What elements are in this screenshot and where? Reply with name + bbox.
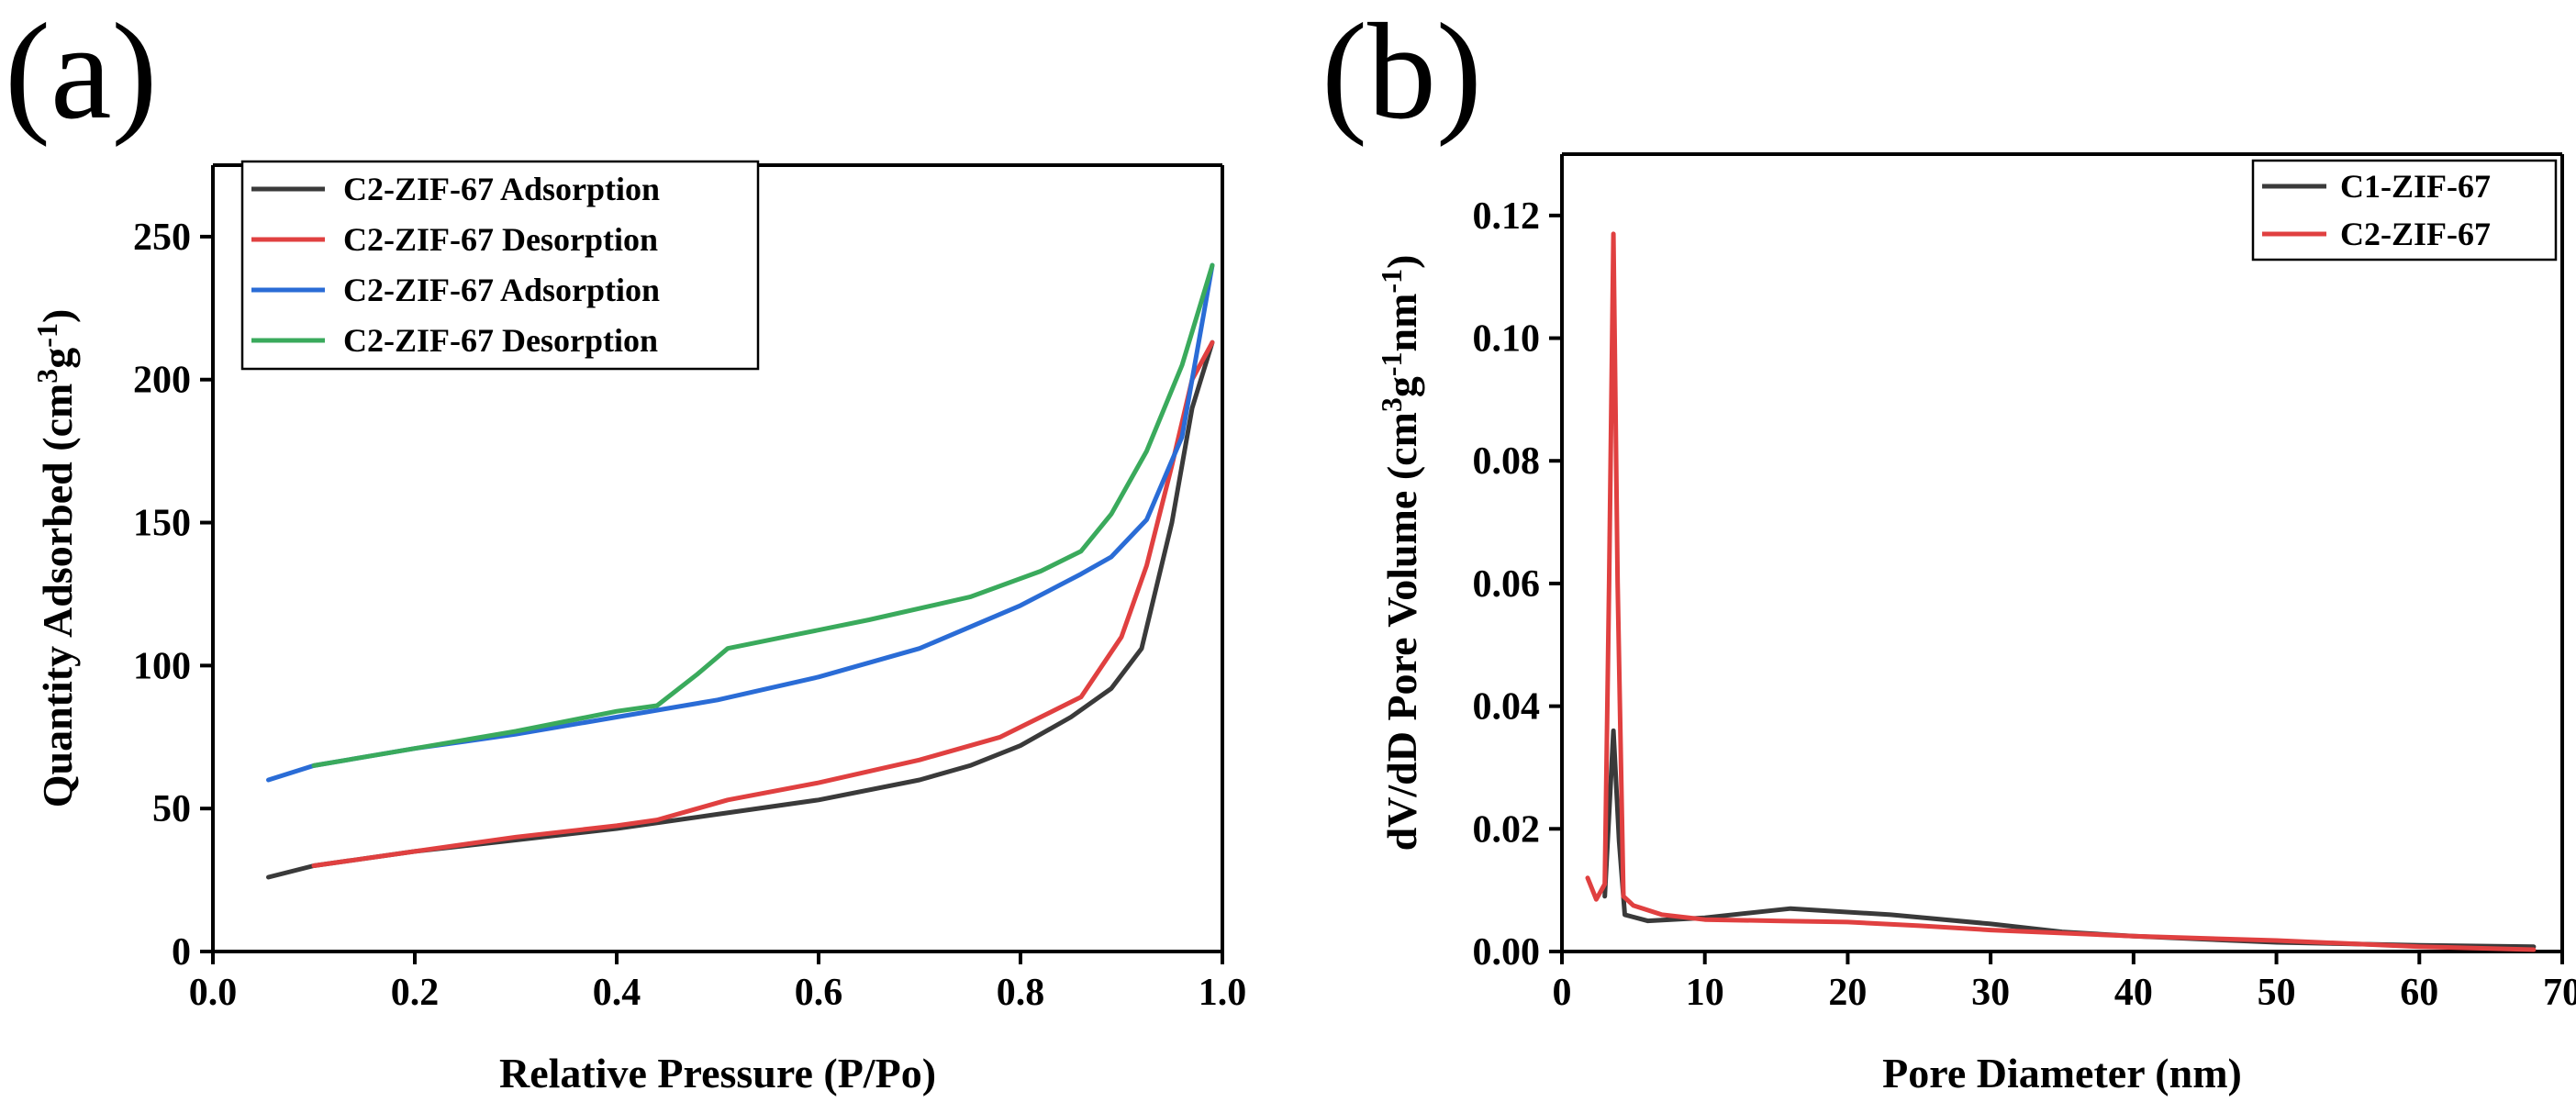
y-tick-label: 150: [133, 503, 191, 545]
y-tick-label: 100: [133, 645, 191, 687]
panel-a-label: (a): [5, 0, 157, 148]
panel-b-y-axis-title-superscript: -1: [1375, 269, 1408, 294]
panel-a-y-axis-title-superscript: -1: [30, 323, 63, 348]
panel-b-y-axis-title-part: g: [1378, 376, 1425, 397]
x-tick-label: 20: [1828, 972, 1867, 1014]
y-tick-label: 0: [172, 931, 191, 974]
legend-label: C2-ZIF-67 Desorption: [343, 221, 658, 258]
panel-b-y-axis-title-part: nm: [1378, 294, 1425, 352]
y-tick-label: 50: [152, 788, 191, 830]
y-tick-label: 0.08: [1473, 440, 1541, 483]
x-tick-label: 10: [1686, 972, 1724, 1014]
panel-a-y-axis-title-part: Quantity Adsorbed (cm: [34, 384, 81, 808]
panel-b-x-axis-title: Pore Diameter (nm): [1882, 1050, 2242, 1096]
panel-b-y-axis-title: dV/dD Pore Volume (cm3g-1nm-1): [1375, 255, 1425, 851]
x-tick-label: 50: [2258, 972, 2296, 1014]
legend-label: C2-ZIF-67 Adsorption: [343, 272, 660, 308]
x-tick-label: 0.4: [593, 972, 641, 1014]
y-tick-label: 0.02: [1473, 808, 1541, 851]
y-tick-label: 0.00: [1473, 931, 1541, 974]
y-tick-label: 250: [133, 217, 191, 259]
panel-b-y-axis-title-superscript: -1: [1375, 351, 1408, 376]
panel-b-y-axis-title-superscript: 3: [1375, 397, 1408, 412]
legend-label: C1-ZIF-67: [2340, 168, 2491, 205]
x-tick-label: 30: [1971, 972, 2010, 1014]
panel-b-y-axis-title-part: dV/dD Pore Volume (cm: [1378, 412, 1425, 851]
legend-label: C2-ZIF-67 Desorption: [343, 322, 658, 359]
panel-a-x-axis-title: Relative Pressure (P/Po): [499, 1050, 936, 1096]
x-tick-label: 0: [1553, 972, 1572, 1014]
y-tick-label: 0.10: [1473, 318, 1541, 361]
y-tick-label: 0.12: [1473, 195, 1541, 238]
x-tick-label: 0.8: [997, 972, 1045, 1014]
x-tick-label: 1.0: [1199, 972, 1247, 1014]
panel-b-y-axis-title-part: ): [1378, 255, 1425, 269]
panel-a-y-axis-title-part: ): [34, 309, 81, 323]
x-tick-label: 0.0: [189, 972, 238, 1014]
x-tick-label: 0.2: [391, 972, 440, 1014]
legend-label: C2-ZIF-67 Adsorption: [343, 171, 660, 207]
panel-a-y-axis-title: Quantity Adsorbed (cm3g-1): [30, 309, 81, 808]
panel-a-y-axis-title-part: g: [34, 348, 81, 369]
x-tick-label: 70: [2543, 972, 2576, 1014]
legend-label: C2-ZIF-67: [2340, 216, 2491, 252]
y-tick-label: 0.04: [1473, 686, 1541, 729]
y-tick-label: 0.06: [1473, 563, 1541, 606]
x-tick-label: 0.6: [795, 972, 843, 1014]
panel-b-label: (b): [1321, 0, 1482, 148]
x-tick-label: 60: [2400, 972, 2438, 1014]
y-tick-label: 200: [133, 360, 191, 402]
panel-a-y-axis-title-superscript: 3: [30, 369, 63, 384]
x-tick-label: 40: [2114, 972, 2153, 1014]
